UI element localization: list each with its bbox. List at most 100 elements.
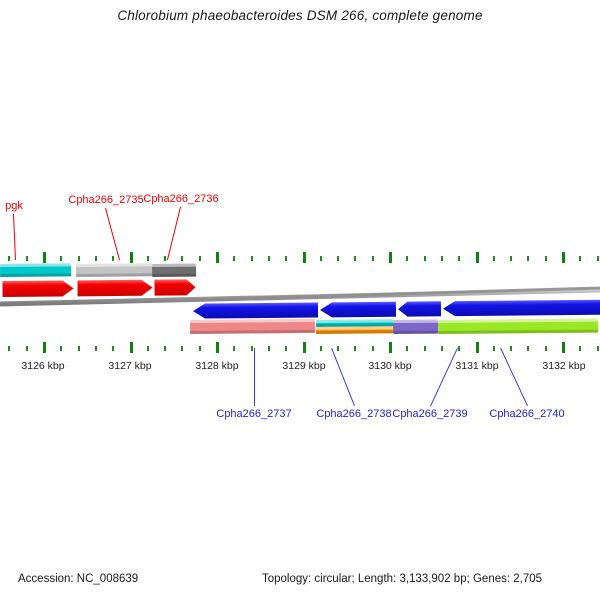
gene-label-cpha266_2739[interactable]: Cpha266_2739: [392, 408, 468, 420]
purple-domain[interactable]: [393, 319, 439, 334]
ruler-tick-minor: [545, 256, 547, 261]
ruler-tick-minor: [527, 346, 529, 351]
ruler-tick-minor: [441, 346, 443, 351]
ruler-tick-major: [476, 252, 479, 263]
ruler-tick-minor: [199, 256, 201, 261]
ruler-tick-major: [43, 252, 46, 263]
pgk-arrow[interactable]: [2, 280, 74, 297]
gene-label-cpha266_2740[interactable]: Cpha266_2740: [489, 408, 565, 420]
ruler-tick-minor: [78, 256, 80, 261]
light-gray-domain[interactable]: [76, 263, 153, 277]
ruler-tick-major: [389, 342, 392, 353]
ruler-tick-minor: [147, 256, 149, 261]
ruler-tick-minor: [181, 346, 183, 351]
ruler-tick-minor: [8, 256, 10, 261]
ruler-tick-minor: [441, 256, 443, 261]
ruler-label: 3126 kbp: [21, 360, 65, 372]
ruler-tick-minor: [112, 256, 114, 261]
ruler-tick-major: [389, 252, 392, 263]
ruler-tick-minor: [251, 346, 253, 351]
cpha266_2736-arrow[interactable]: [154, 279, 196, 296]
gene-label-cpha266_2737[interactable]: Cpha266_2737: [216, 408, 292, 420]
ruler-tick-minor: [493, 346, 495, 351]
cpha266_2738-arrow[interactable]: [319, 301, 397, 318]
ruler-tick-minor: [579, 256, 581, 261]
accession-text: Accession: NC_008639: [18, 573, 139, 585]
ruler-label: 3128 kbp: [195, 360, 239, 372]
genome-summary-text: Topology: circular; Length: 3,133,902 bp…: [262, 573, 543, 585]
ruler-tick-minor: [320, 346, 322, 351]
ruler-tick-minor: [354, 346, 356, 351]
ruler-label: 3129 kbp: [282, 360, 326, 372]
ruler-tick-major: [303, 252, 306, 263]
ruler-tick-minor: [8, 346, 10, 351]
gene-label-leader-line: [166, 206, 181, 260]
ruler-tick-minor: [95, 346, 97, 351]
gene-label-leader-line: [500, 347, 529, 406]
ruler-tick-minor: [545, 346, 547, 351]
cyan-domain[interactable]: [0, 263, 72, 277]
gene-label-leader-line: [12, 214, 16, 261]
ruler-tick-minor: [406, 346, 408, 351]
gene-label-pgk[interactable]: pgk: [5, 200, 23, 212]
ruler-tick-major: [130, 252, 133, 263]
ruler-tick-major: [562, 342, 565, 353]
gene-label-cpha266_2735[interactable]: Cpha266_2735: [68, 194, 144, 206]
salmon-domain[interactable]: [190, 318, 316, 334]
ruler-label: 3130 kbp: [368, 360, 412, 372]
cpha266_2737-arrow[interactable]: [192, 302, 319, 319]
ruler-tick-minor: [181, 256, 183, 261]
sequence-backbone-lower: [185, 286, 600, 302]
ruler-tick-major: [562, 252, 565, 263]
cpha266_2735-arrow[interactable]: [77, 279, 153, 297]
ruler-tick-minor: [597, 256, 599, 261]
ruler-tick-major: [43, 342, 46, 353]
ruler-tick-minor: [95, 256, 97, 261]
ruler-tick-major: [476, 342, 479, 353]
ruler-label: 3131 kbp: [455, 360, 499, 372]
ruler-tick-minor: [164, 256, 166, 261]
gene-label-leader-line: [430, 348, 459, 407]
ruler-tick-minor: [424, 256, 426, 261]
ruler-tick-minor: [320, 256, 322, 261]
ruler-tick-minor: [60, 256, 62, 261]
ruler-tick-minor: [458, 256, 460, 261]
ruler-tick-minor: [285, 346, 287, 351]
ruler-tick-minor: [268, 256, 270, 261]
ruler-tick-minor: [406, 256, 408, 261]
gene-label-leader-line: [104, 208, 120, 261]
ruler-tick-minor: [164, 346, 166, 351]
green-domain[interactable]: [438, 318, 599, 334]
ruler-tick-minor: [78, 346, 80, 351]
ruler-tick-minor: [597, 346, 599, 351]
ruler-tick-minor: [233, 256, 235, 261]
ruler-tick-major: [130, 342, 133, 353]
ruler-label: 3132 kbp: [542, 360, 586, 372]
gene-label-leader-line: [254, 348, 256, 406]
ruler-tick-minor: [337, 256, 339, 261]
ruler-tick-minor: [268, 346, 270, 351]
ruler-tick-minor: [424, 346, 426, 351]
ruler-tick-minor: [233, 346, 235, 351]
sequence-backbone-upper: [0, 287, 600, 307]
cpha266_2740-arrow[interactable]: [442, 299, 600, 317]
ruler-tick-minor: [337, 346, 339, 351]
gene-label-cpha266_2738[interactable]: Cpha266_2738: [316, 408, 392, 420]
ruler-tick-major: [303, 342, 306, 353]
page-title: Chlorobium phaeobacteroides DSM 266, com…: [117, 8, 483, 23]
ruler-tick-minor: [285, 256, 287, 261]
ruler-tick-minor: [493, 256, 495, 261]
ruler-tick-minor: [354, 256, 356, 261]
orange-domain[interactable]: [316, 326, 394, 334]
ruler-tick-minor: [112, 346, 114, 351]
gene-label-cpha266_2736[interactable]: Cpha266_2736: [143, 193, 219, 205]
dark-gray-domain[interactable]: [152, 263, 197, 277]
ruler-tick-minor: [147, 346, 149, 351]
ruler-tick-minor: [251, 256, 253, 261]
cpha266_2739-arrow[interactable]: [397, 301, 442, 317]
ruler-tick-minor: [510, 256, 512, 261]
ruler-tick-minor: [199, 346, 201, 351]
ruler-label: 3127 kbp: [108, 360, 152, 372]
